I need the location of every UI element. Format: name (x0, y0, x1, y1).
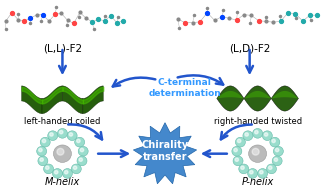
FancyArrowPatch shape (221, 125, 252, 139)
Circle shape (37, 146, 47, 156)
Text: right-handed twisted: right-handed twisted (214, 117, 302, 126)
FancyArrowPatch shape (68, 124, 102, 139)
Circle shape (258, 169, 268, 178)
Polygon shape (42, 86, 62, 114)
Text: (L,D)-F2: (L,D)-F2 (229, 43, 270, 53)
FancyArrowPatch shape (178, 75, 223, 85)
Polygon shape (62, 86, 83, 114)
FancyArrowPatch shape (246, 50, 253, 73)
Circle shape (235, 158, 239, 161)
Circle shape (40, 137, 50, 147)
Circle shape (38, 156, 48, 166)
Polygon shape (133, 123, 197, 184)
Text: left-handed coiled: left-handed coiled (24, 117, 101, 126)
Circle shape (69, 133, 73, 136)
Circle shape (57, 129, 67, 138)
Circle shape (239, 164, 249, 174)
Polygon shape (217, 91, 244, 98)
Circle shape (52, 169, 62, 178)
FancyArrowPatch shape (59, 50, 66, 73)
Polygon shape (271, 86, 298, 111)
Text: (L,L)-F2: (L,L)-F2 (43, 43, 82, 53)
Circle shape (73, 166, 77, 169)
Circle shape (50, 133, 53, 136)
Circle shape (77, 139, 80, 143)
Circle shape (79, 158, 82, 161)
Text: P-helix: P-helix (242, 177, 274, 187)
Circle shape (53, 145, 71, 162)
Circle shape (270, 137, 280, 147)
Circle shape (248, 145, 267, 162)
Circle shape (46, 166, 49, 169)
Polygon shape (83, 86, 103, 114)
Circle shape (253, 129, 263, 138)
Circle shape (245, 133, 248, 136)
Circle shape (44, 164, 53, 174)
Circle shape (40, 158, 43, 161)
Circle shape (233, 156, 243, 166)
Circle shape (62, 169, 72, 178)
Text: M-helix: M-helix (45, 177, 80, 187)
Circle shape (80, 148, 84, 152)
Circle shape (67, 131, 77, 140)
Circle shape (232, 146, 242, 156)
Circle shape (243, 131, 253, 140)
Circle shape (260, 170, 263, 174)
Circle shape (272, 139, 275, 143)
Polygon shape (21, 86, 42, 114)
Polygon shape (244, 86, 271, 111)
Polygon shape (244, 91, 271, 98)
Circle shape (269, 166, 272, 169)
Circle shape (48, 131, 58, 140)
Circle shape (241, 166, 244, 169)
Circle shape (248, 169, 258, 178)
Circle shape (252, 148, 259, 155)
Circle shape (75, 137, 84, 147)
Circle shape (272, 156, 282, 166)
Circle shape (274, 158, 278, 161)
Circle shape (57, 148, 64, 155)
Polygon shape (217, 86, 244, 111)
FancyArrowPatch shape (98, 150, 128, 157)
Circle shape (273, 146, 283, 156)
Text: C-terminal
determination: C-terminal determination (148, 78, 221, 98)
Circle shape (264, 133, 268, 136)
Circle shape (42, 139, 46, 143)
FancyArrowPatch shape (203, 150, 227, 157)
Circle shape (54, 170, 58, 174)
Circle shape (77, 156, 87, 166)
Polygon shape (271, 91, 298, 98)
Circle shape (78, 146, 88, 156)
Circle shape (234, 148, 237, 152)
Circle shape (262, 131, 272, 140)
Circle shape (237, 139, 241, 143)
Circle shape (39, 148, 42, 152)
Circle shape (255, 130, 258, 134)
Circle shape (71, 164, 81, 174)
Circle shape (249, 170, 253, 174)
Circle shape (59, 130, 63, 134)
Text: Chirality
transfer: Chirality transfer (142, 140, 188, 162)
Circle shape (64, 170, 68, 174)
Circle shape (275, 148, 279, 152)
FancyArrowPatch shape (113, 78, 155, 87)
Circle shape (267, 164, 277, 174)
Circle shape (235, 137, 246, 147)
